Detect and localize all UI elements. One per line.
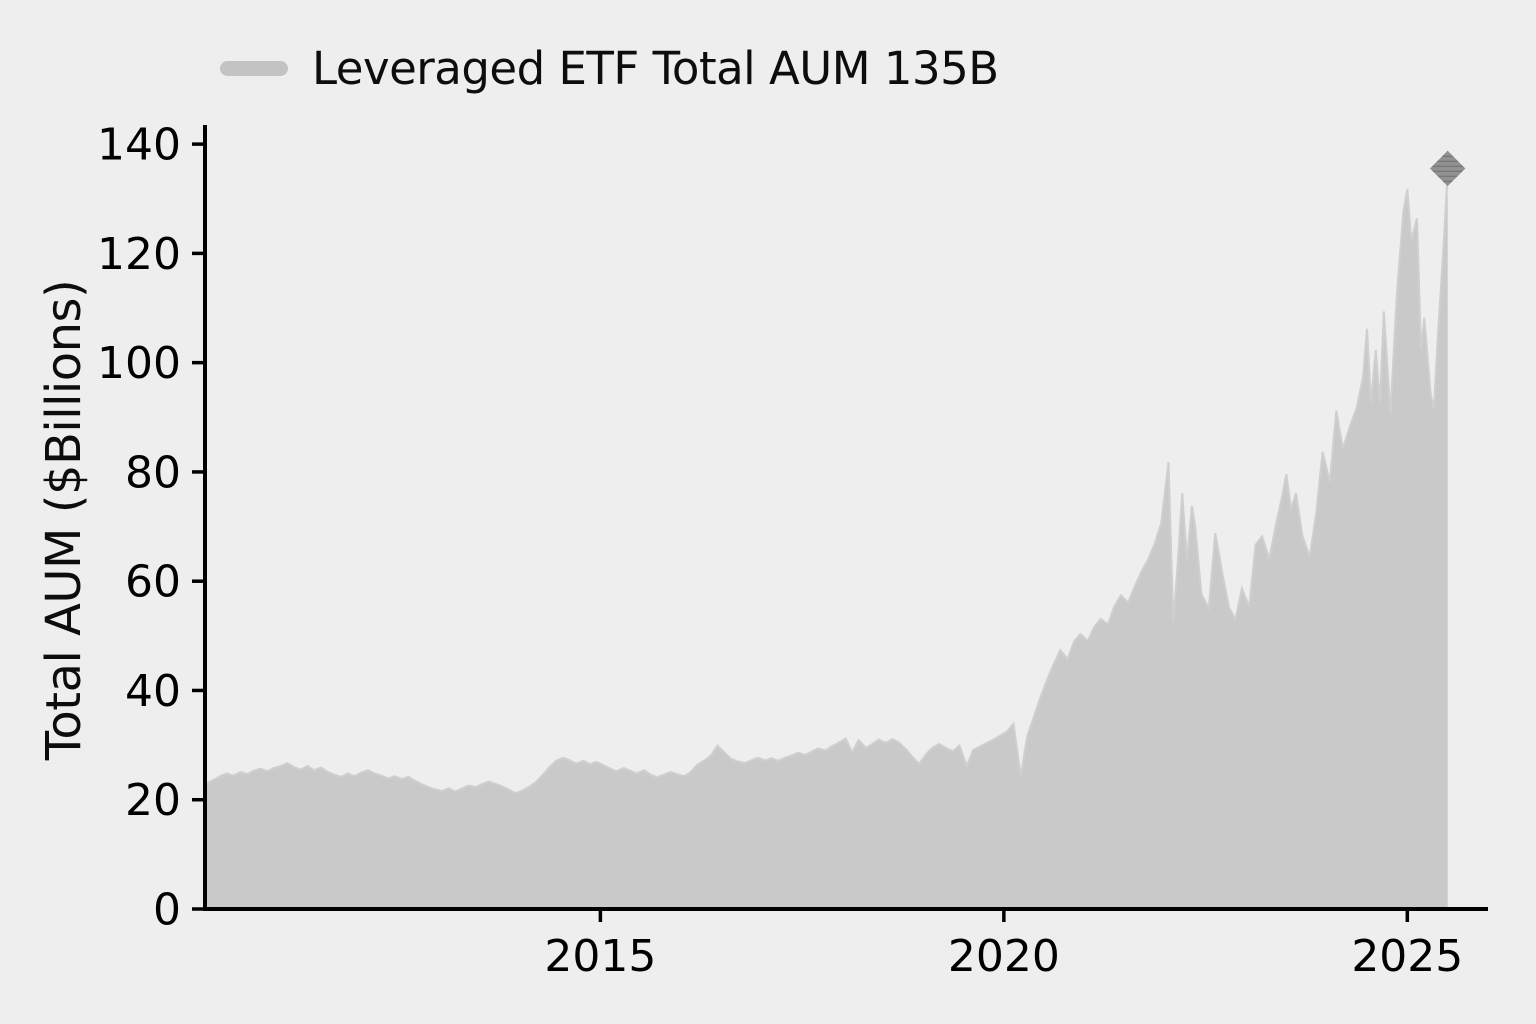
- y-tick-label: 140: [97, 120, 181, 171]
- x-tick-label: 2015: [544, 931, 656, 982]
- y-tick-label: 120: [97, 229, 181, 280]
- y-tick-label: 0: [153, 884, 181, 935]
- tick-marks-and-labels: 0 20 40 60 80 100 120 140 2015 2020 2025: [97, 120, 1463, 982]
- aum-area-series: [206, 171, 1448, 909]
- legend-label: Leveraged ETF Total AUM 135B: [312, 42, 999, 95]
- end-diamond-marker: [1429, 150, 1466, 187]
- legend-line-swatch: [220, 61, 288, 77]
- x-tick-label: 2025: [1351, 931, 1463, 982]
- y-axis-label: Total AUM ($Billions): [36, 279, 92, 761]
- area-top-edge-line: [206, 171, 1449, 795]
- legend: Leveraged ETF Total AUM 135B: [220, 44, 999, 94]
- y-tick-label: 60: [125, 557, 181, 608]
- axes: 0 20 40 60 80 100 120 140 2015 2020 2025: [97, 120, 1488, 982]
- y-tick-label: 80: [125, 447, 181, 498]
- y-tick-label: 100: [97, 338, 181, 389]
- plot-area: [206, 150, 1466, 909]
- y-tick-label: 20: [125, 775, 181, 826]
- x-tick-label: 2020: [948, 931, 1060, 982]
- y-tick-label: 40: [125, 666, 181, 717]
